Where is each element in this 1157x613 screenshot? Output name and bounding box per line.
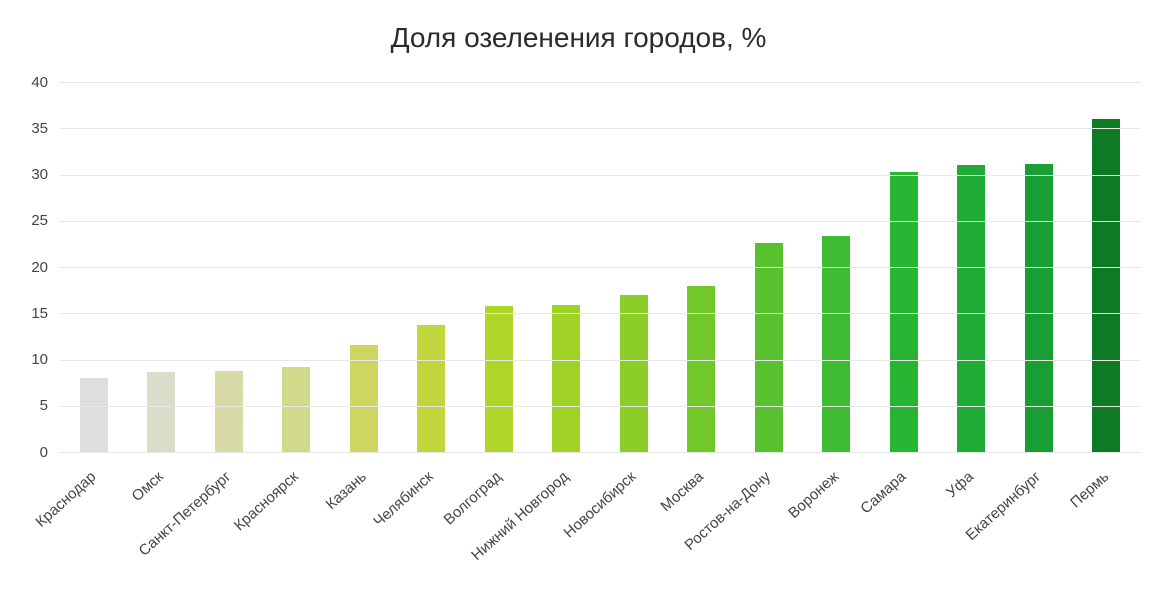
y-tick-label: 30 xyxy=(0,166,48,183)
y-tick-label: 15 xyxy=(0,305,48,322)
y-tick-label: 0 xyxy=(0,444,48,461)
bar xyxy=(687,286,715,453)
gridline xyxy=(60,82,1140,83)
y-tick-label: 10 xyxy=(0,351,48,368)
bar xyxy=(350,345,378,452)
bar-chart: Доля озеленения городов, % 0 5 10 15 20 25 30 3… xyxy=(0,0,1157,613)
bar xyxy=(485,306,513,452)
gridline xyxy=(60,313,1140,314)
y-tick-label: 35 xyxy=(0,120,48,137)
bar xyxy=(417,325,445,452)
chart-title: Доля озеленения городов, % xyxy=(0,22,1157,54)
gridline xyxy=(60,175,1140,176)
gridline xyxy=(60,267,1140,268)
bar xyxy=(755,243,783,452)
bar xyxy=(890,172,918,452)
bar xyxy=(822,236,850,452)
bar xyxy=(1025,164,1053,452)
bar xyxy=(215,371,243,452)
x-tick-label: Омск xyxy=(129,468,167,505)
x-tick-label: Казань xyxy=(322,468,369,513)
bar xyxy=(80,378,108,452)
bar xyxy=(957,165,985,452)
gridline xyxy=(60,406,1140,407)
y-tick-label: 40 xyxy=(0,74,48,91)
x-tick-label: Челябинск xyxy=(371,468,437,530)
y-tick-label: 25 xyxy=(0,212,48,229)
x-tick-label: Воронеж xyxy=(785,468,842,522)
gridline xyxy=(60,128,1140,129)
x-tick-label: Уфа xyxy=(943,468,977,501)
y-tick-label: 5 xyxy=(0,397,48,414)
bar xyxy=(147,372,175,452)
x-tick-label: Новосибирск xyxy=(561,468,640,541)
bar xyxy=(1092,119,1120,452)
gridline xyxy=(60,360,1140,361)
x-tick-label: Самара xyxy=(857,468,909,517)
bar xyxy=(552,305,580,452)
bar xyxy=(620,295,648,452)
x-tick-label: Краснодар xyxy=(33,468,100,531)
bar xyxy=(282,367,310,452)
x-tick-label: Москва xyxy=(657,468,706,515)
gridline xyxy=(60,221,1140,222)
y-tick-label: 20 xyxy=(0,259,48,276)
x-tick-label: Пермь xyxy=(1067,468,1112,511)
x-tick-label: Красноярск xyxy=(231,468,302,534)
x-tick-label: Волгоград xyxy=(440,468,504,528)
gridline xyxy=(60,452,1140,453)
